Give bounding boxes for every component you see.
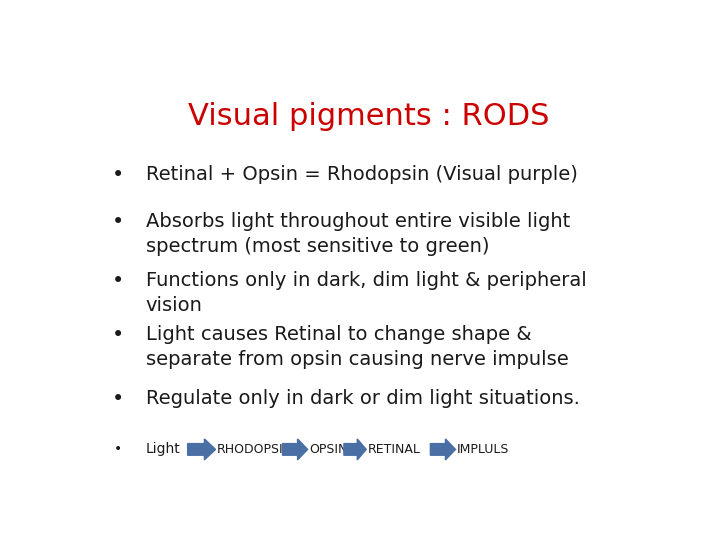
Text: RHODOPSIN: RHODOPSIN [217,443,293,456]
Text: •: • [112,271,124,291]
Text: Absorbs light throughout entire visible light
spectrum (most sensitive to green): Absorbs light throughout entire visible … [145,212,570,256]
Polygon shape [282,439,307,460]
Text: •: • [112,325,124,345]
Text: Light causes Retinal to change shape &
separate from opsin causing nerve impulse: Light causes Retinal to change shape & s… [145,325,569,369]
Text: IMPLULS: IMPLULS [457,443,510,456]
Text: Regulate only in dark or dim light situations.: Regulate only in dark or dim light situa… [145,389,580,408]
Polygon shape [431,439,456,460]
Text: Functions only in dark, dim light & peripheral
vision: Functions only in dark, dim light & peri… [145,271,587,315]
Text: RETINAL: RETINAL [368,443,420,456]
Polygon shape [344,439,366,460]
Text: Visual pigments : RODS: Visual pigments : RODS [188,102,550,131]
Text: •: • [112,212,124,232]
Text: OPSIN: OPSIN [310,443,348,456]
Polygon shape [188,439,215,460]
Text: •: • [112,389,124,409]
Text: Retinal + Opsin = Rhodopsin (Visual purple): Retinal + Opsin = Rhodopsin (Visual purp… [145,165,577,184]
Text: •: • [114,442,122,456]
Text: Light: Light [145,442,181,456]
Text: •: • [112,165,124,185]
